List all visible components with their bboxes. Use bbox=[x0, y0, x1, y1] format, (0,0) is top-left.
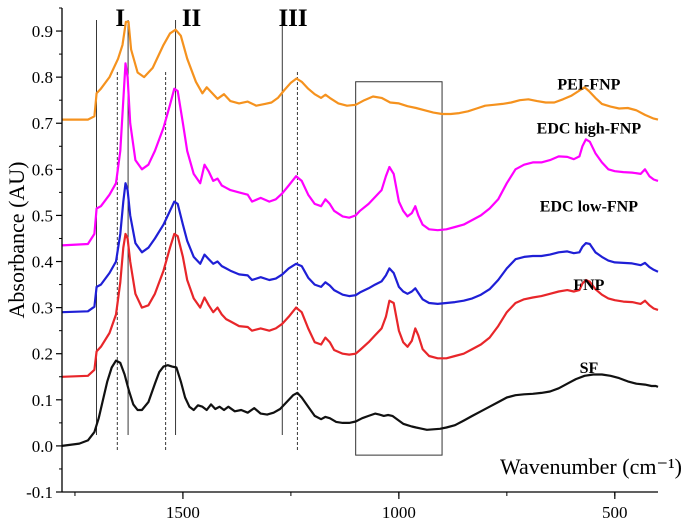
series-line-pei-fnp bbox=[62, 20, 659, 121]
series-label: EDC high-FNP bbox=[537, 120, 642, 137]
y-tick-label: 0.6 bbox=[32, 160, 53, 179]
y-tick-label: 0.3 bbox=[32, 299, 53, 318]
y-tick-label: 0.4 bbox=[32, 253, 54, 272]
y-tick-label: 0.7 bbox=[32, 114, 54, 133]
series-label: EDC low-FNP bbox=[540, 199, 638, 216]
x-tick-label: 500 bbox=[602, 503, 628, 522]
series-line-edc-high-fnp bbox=[61, 62, 659, 247]
series-lines bbox=[61, 20, 659, 447]
x-tick-label: 1500 bbox=[166, 503, 200, 522]
region-label: I bbox=[115, 5, 125, 32]
y-tick-label: 0.9 bbox=[32, 22, 53, 41]
annotations: Absorbance (AU) Wavenumber (cm⁻¹) PEI-FN… bbox=[4, 5, 682, 479]
series-label: SF bbox=[580, 360, 599, 377]
y-tick-label: -0.1 bbox=[26, 483, 53, 502]
series-line-edc-low-fnp bbox=[61, 182, 659, 314]
series-line-fnp bbox=[61, 232, 659, 378]
region-label: III bbox=[278, 5, 307, 32]
highlight-box bbox=[355, 81, 443, 456]
x-axis-title: Wavenumber (cm⁻¹) bbox=[500, 454, 682, 479]
series-line-sf bbox=[61, 359, 659, 447]
y-tick-label: 0.5 bbox=[32, 206, 53, 225]
y-tick-label: 0.1 bbox=[32, 391, 53, 410]
axes bbox=[56, 7, 658, 499]
region-label: II bbox=[182, 5, 201, 32]
tick-labels: -0.1 0.0 0.1 0.2 0.3 0.4 0.5 0.6 0.7 0.8 0.9 1500 10… bbox=[26, 22, 627, 522]
x-tick-label: 1000 bbox=[382, 503, 416, 522]
y-tick-label: 0.2 bbox=[32, 345, 53, 364]
y-tick-label: 0.8 bbox=[32, 68, 53, 87]
y-tick-label: 0.0 bbox=[32, 437, 53, 456]
y-axis-title: Absorbance (AU) bbox=[4, 162, 29, 319]
series-label: PEI-FNP bbox=[557, 77, 620, 94]
series-label: FNP bbox=[573, 277, 604, 294]
highlight-region bbox=[355, 81, 443, 456]
